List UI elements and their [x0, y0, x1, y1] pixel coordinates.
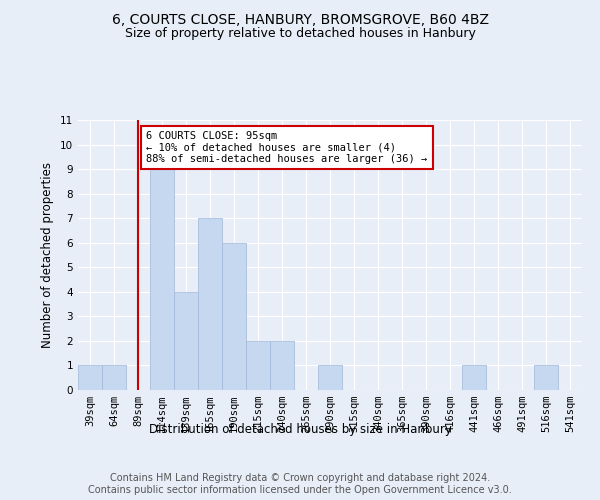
Bar: [246, 341, 270, 390]
Bar: [78, 366, 102, 390]
Text: Contains HM Land Registry data © Crown copyright and database right 2024.
Contai: Contains HM Land Registry data © Crown c…: [88, 474, 512, 495]
Bar: [270, 341, 294, 390]
Y-axis label: Number of detached properties: Number of detached properties: [41, 162, 55, 348]
Text: 6 COURTS CLOSE: 95sqm
← 10% of detached houses are smaller (4)
88% of semi-detac: 6 COURTS CLOSE: 95sqm ← 10% of detached …: [146, 131, 428, 164]
Bar: [150, 169, 174, 390]
Bar: [222, 242, 246, 390]
Bar: [318, 366, 342, 390]
Bar: [534, 366, 558, 390]
Bar: [462, 366, 486, 390]
Bar: [198, 218, 222, 390]
Text: 6, COURTS CLOSE, HANBURY, BROMSGROVE, B60 4BZ: 6, COURTS CLOSE, HANBURY, BROMSGROVE, B6…: [112, 12, 488, 26]
Bar: [102, 366, 126, 390]
Bar: [174, 292, 198, 390]
Text: Distribution of detached houses by size in Hanbury: Distribution of detached houses by size …: [149, 422, 451, 436]
Text: Size of property relative to detached houses in Hanbury: Size of property relative to detached ho…: [125, 28, 475, 40]
